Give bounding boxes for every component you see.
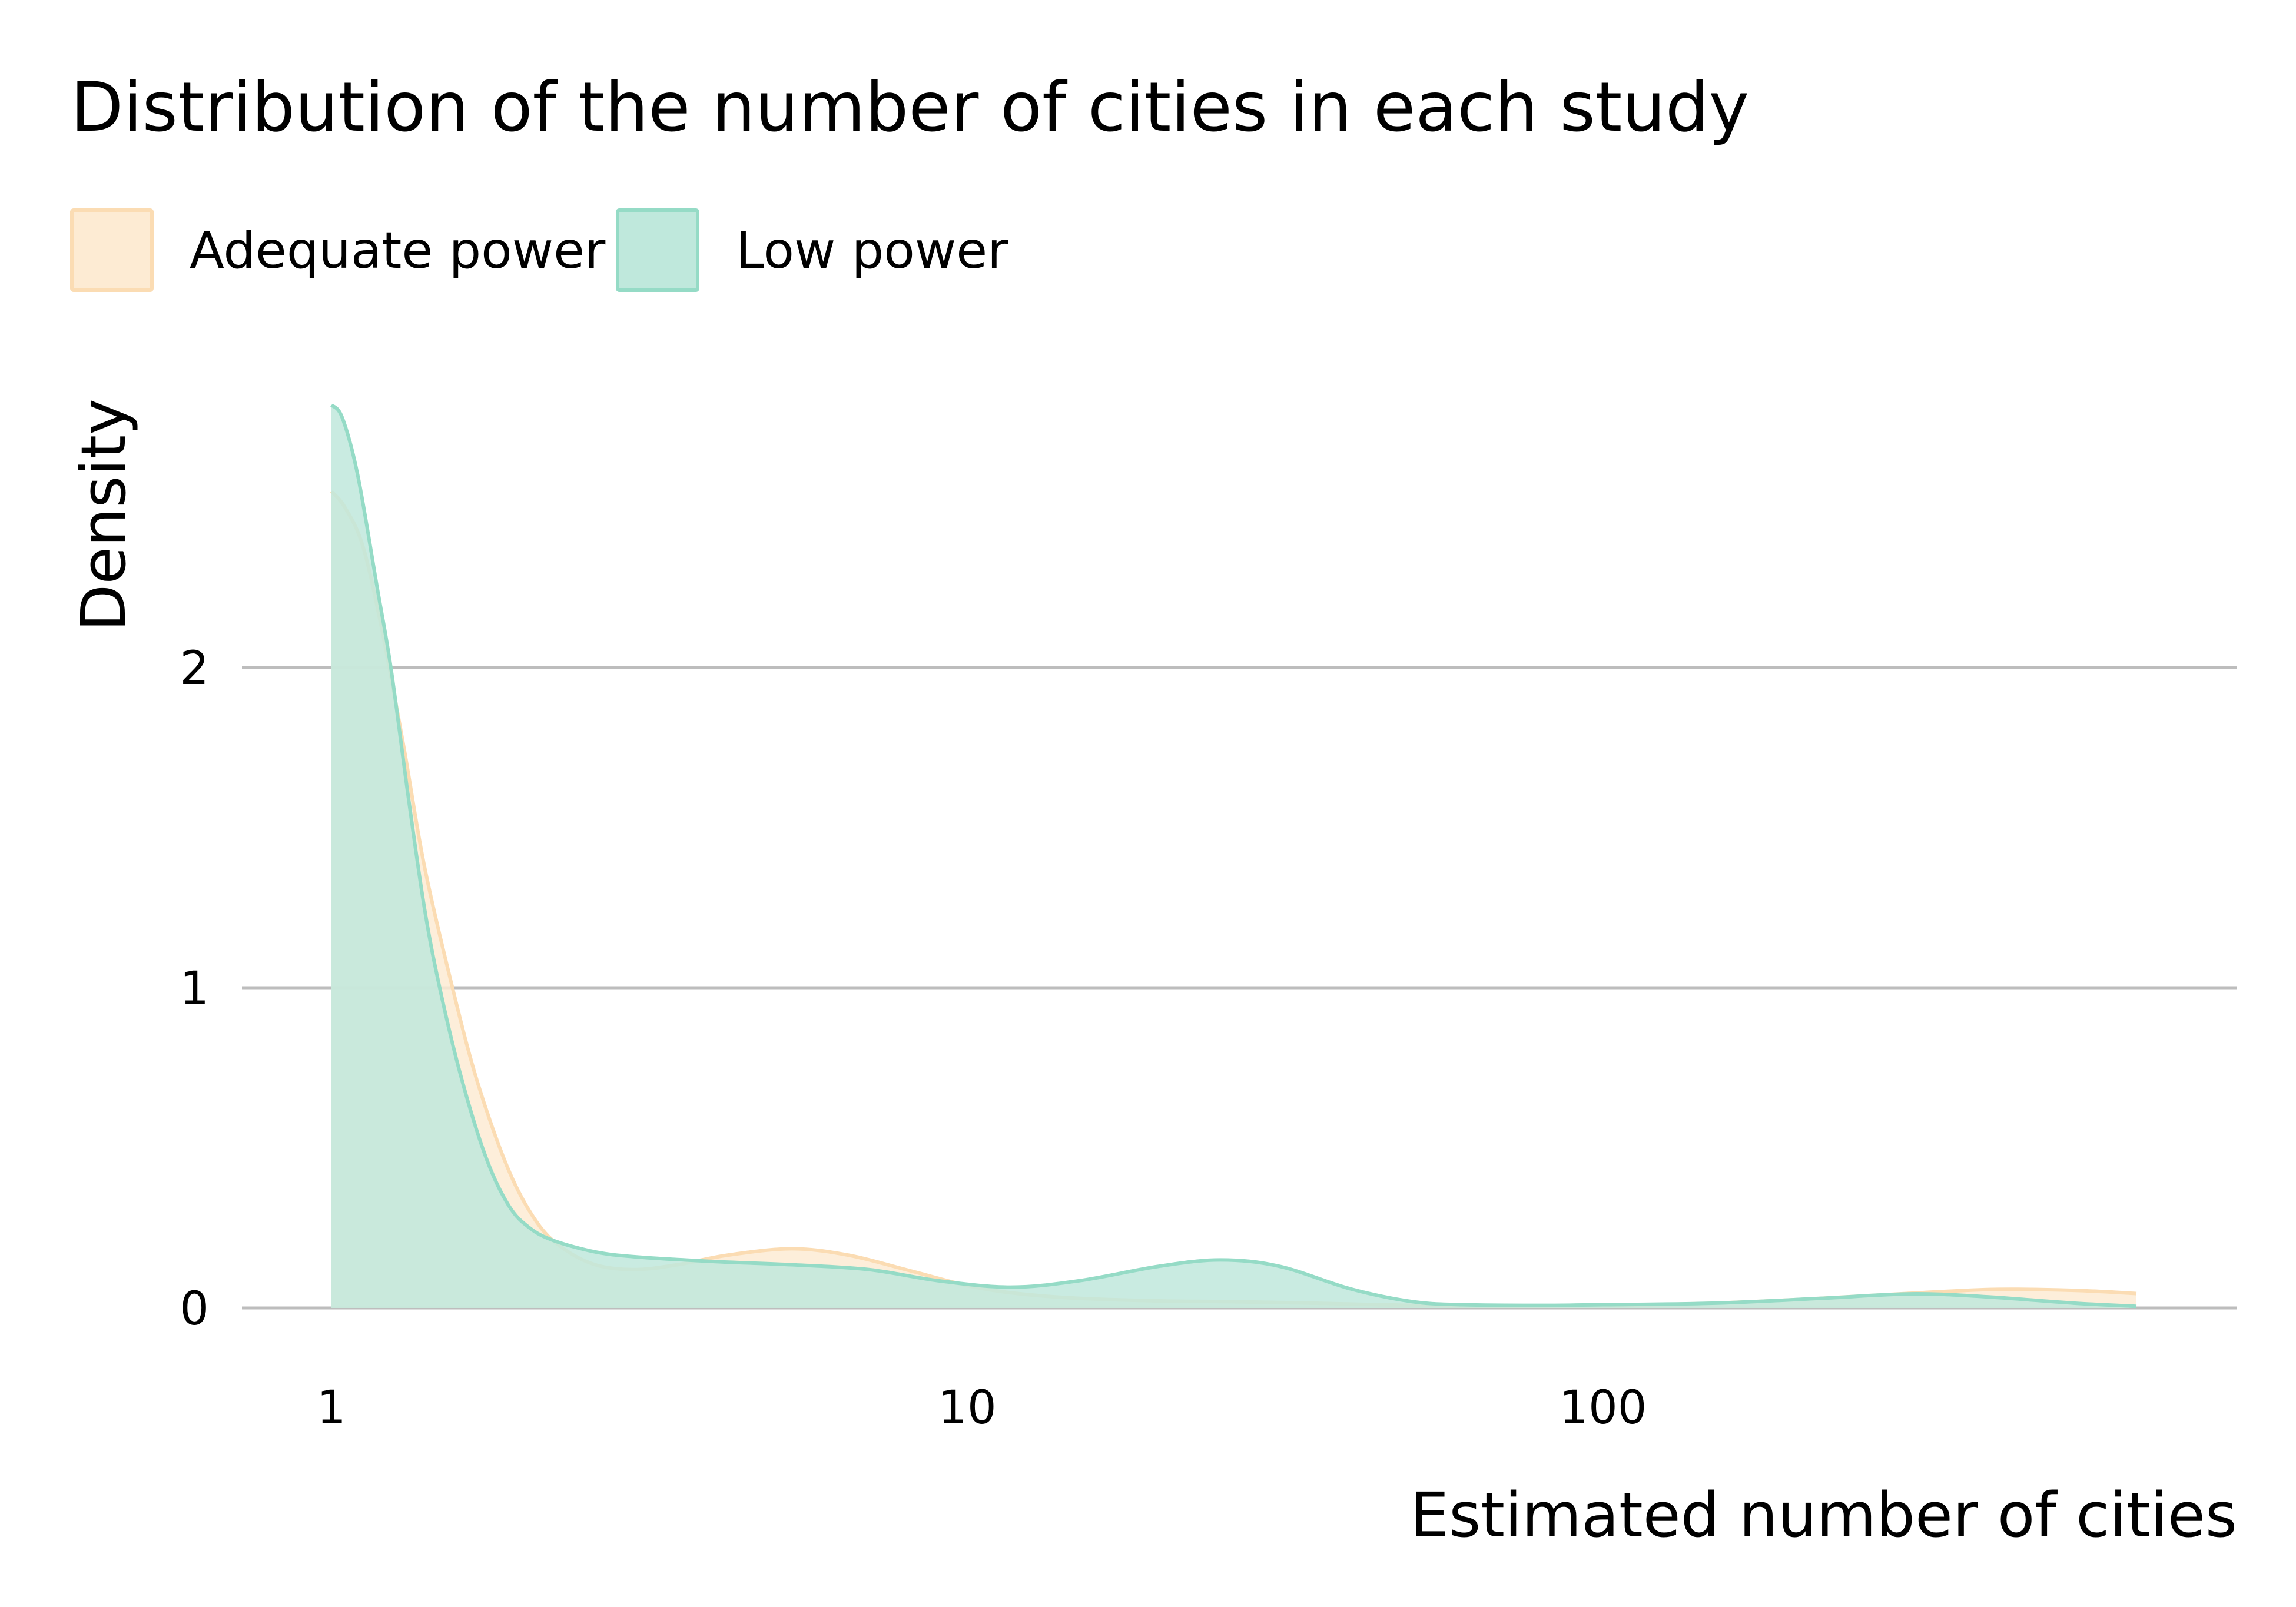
x-axis-ticks: 1 10 100 xyxy=(317,1382,1647,1435)
legend: Adequate power Low power xyxy=(70,208,1008,292)
legend-key-low-power xyxy=(616,208,699,292)
y-tick-label: 2 xyxy=(180,642,209,695)
y-axis-title: Density xyxy=(68,399,140,631)
legend-item-low-power[interactable]: Low power xyxy=(616,208,1008,292)
legend-label-low-power: Low power xyxy=(736,221,1008,280)
x-tick-label: 10 xyxy=(938,1382,996,1435)
series-adequate-power xyxy=(330,490,2137,1308)
density-area xyxy=(331,491,2136,1308)
density-line xyxy=(330,490,2137,1308)
x-tick-label: 1 xyxy=(317,1382,346,1435)
y-tick-label: 1 xyxy=(180,962,209,1015)
y-tick-label: 0 xyxy=(180,1283,209,1336)
y-axis-ticks: 0 1 2 xyxy=(180,642,209,1336)
x-tick-label: 100 xyxy=(1560,1382,1647,1435)
x-axis-title: Estimated number of cities xyxy=(1410,1479,2237,1551)
legend-item-adequate-power[interactable]: Adequate power xyxy=(70,208,606,292)
density-line xyxy=(330,403,2137,1309)
legend-label-adequate-power: Adequate power xyxy=(190,221,606,280)
density-area xyxy=(331,404,2136,1309)
legend-key-adequate-power xyxy=(70,208,154,292)
series-low-power xyxy=(330,403,2137,1309)
chart-title: Distribution of the number of cities in … xyxy=(71,68,1749,147)
density-areas xyxy=(330,403,2137,1309)
gridlines xyxy=(242,666,2237,1310)
